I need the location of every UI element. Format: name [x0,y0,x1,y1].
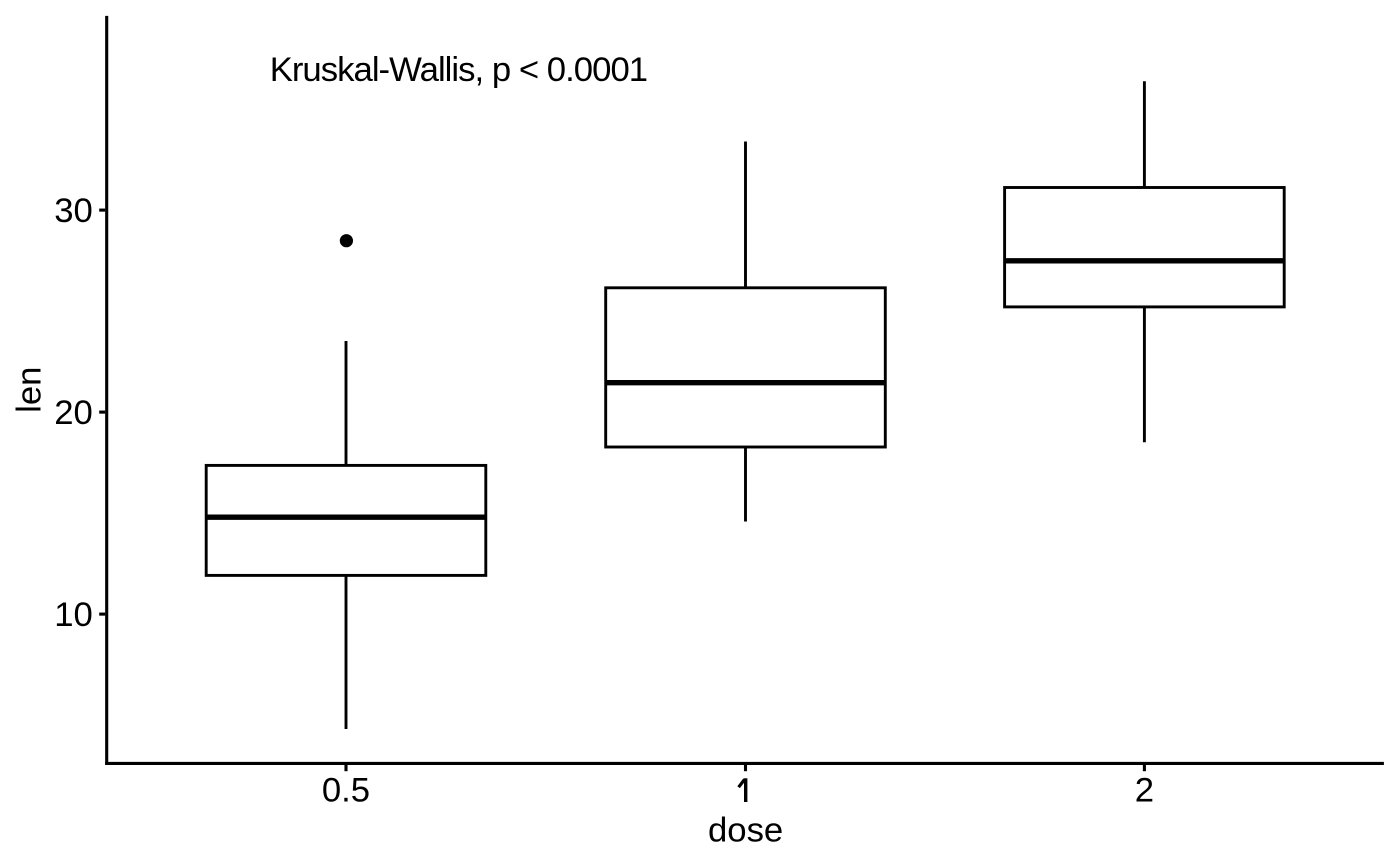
svg-text:10: 10 [54,596,93,634]
svg-text:dose: dose [708,812,783,850]
svg-text:30: 30 [54,192,93,230]
svg-text:Kruskal-Wallis, p < 0.0001: Kruskal-Wallis, p < 0.0001 [270,51,647,89]
svg-text:0.5: 0.5 [322,772,370,810]
svg-text:2: 2 [1135,772,1154,810]
svg-text:len: len [10,367,48,413]
svg-text:20: 20 [54,394,93,432]
